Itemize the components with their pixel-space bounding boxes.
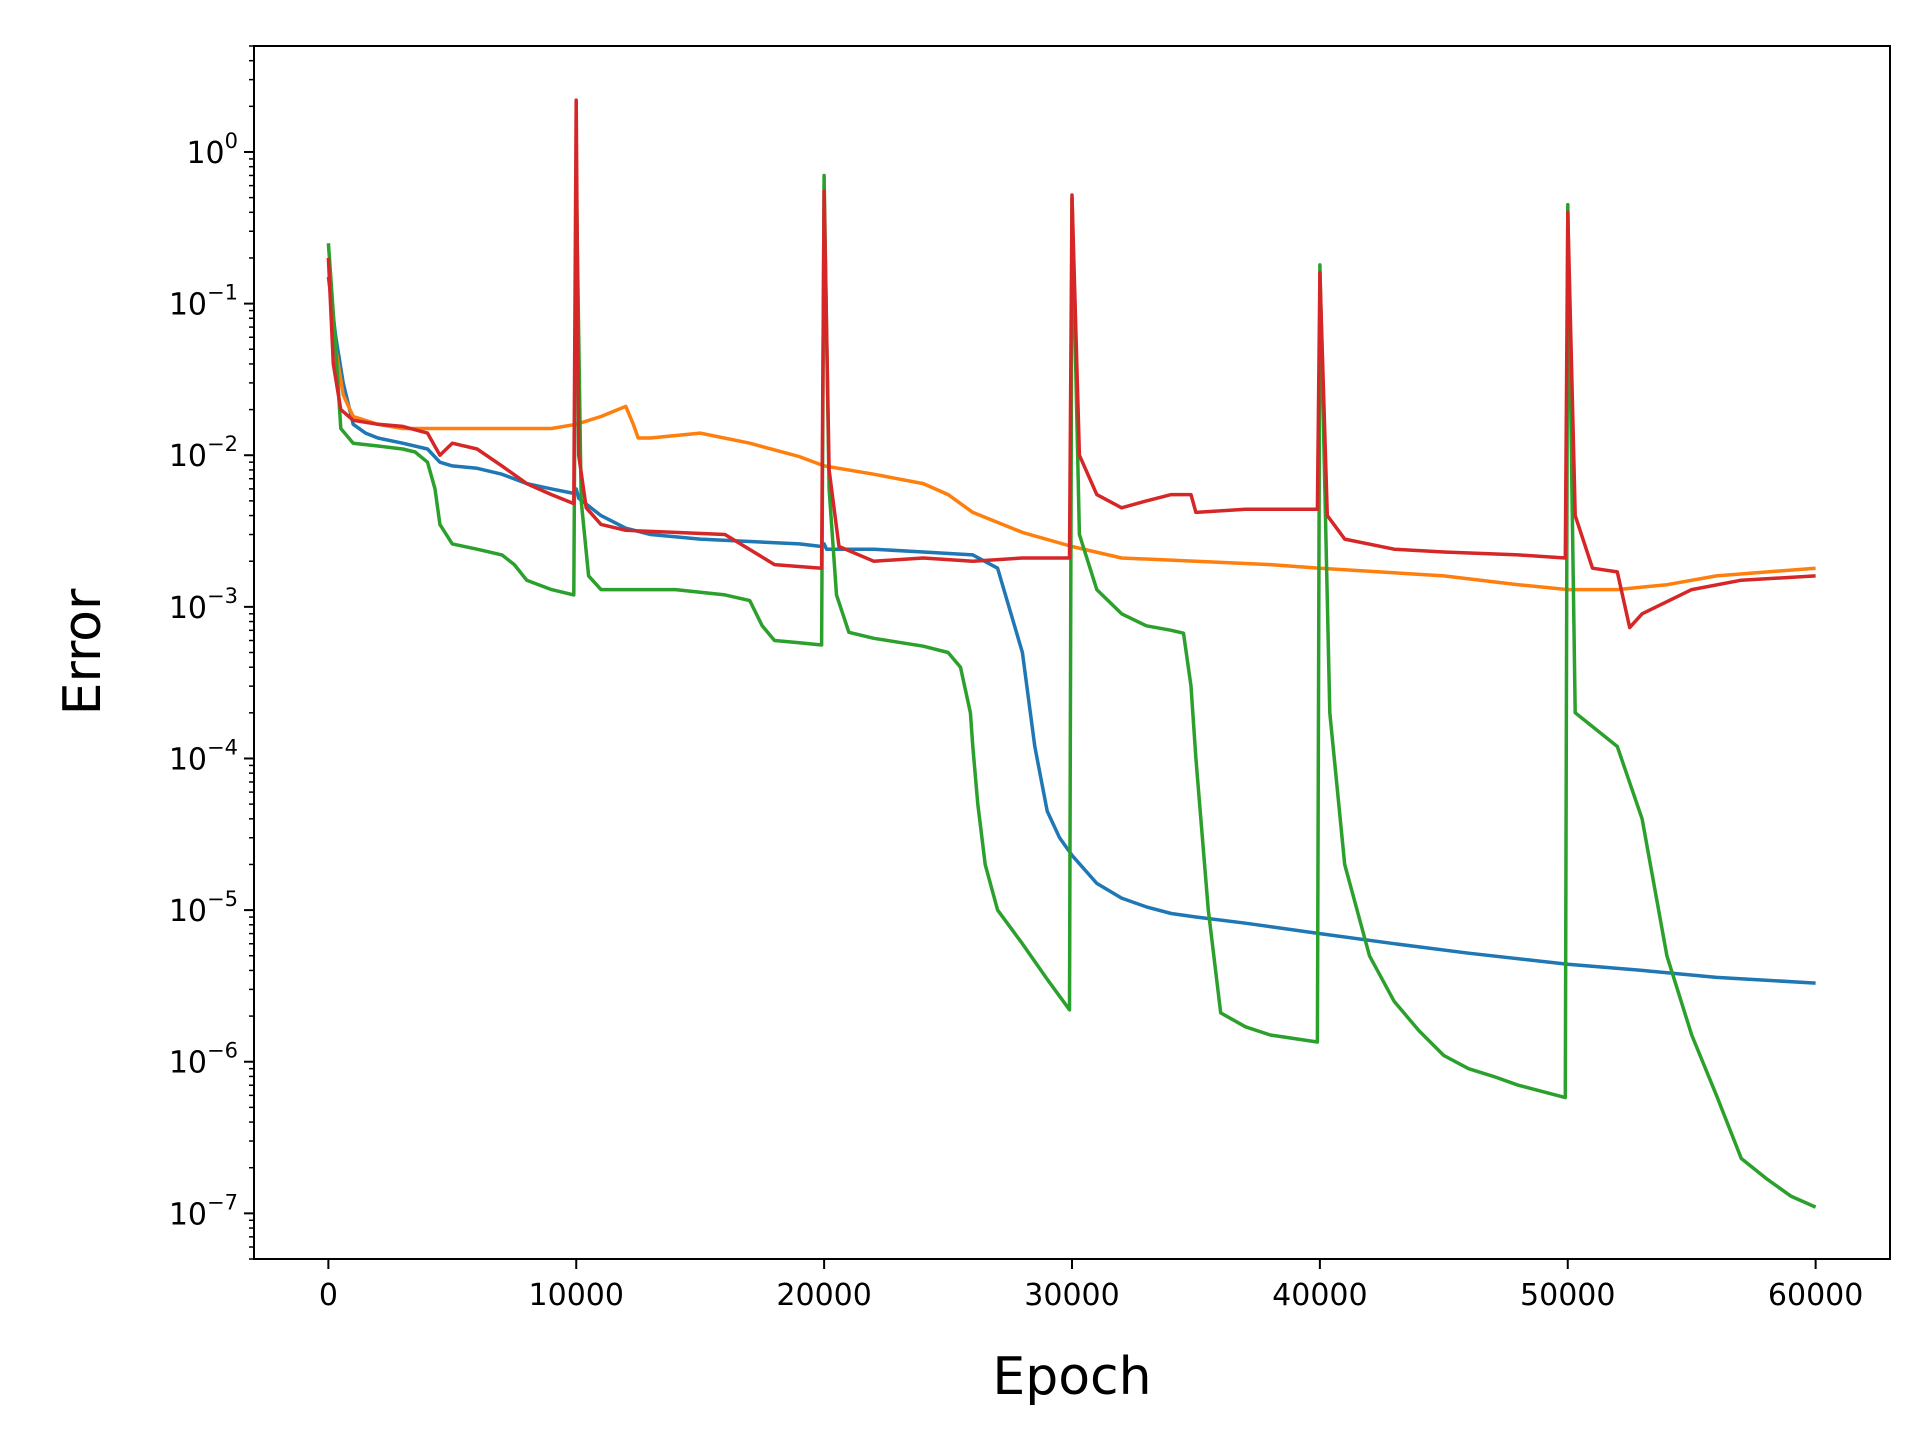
- y-tick-label: 10−3: [169, 584, 238, 626]
- x-axis-label: Epoch: [992, 1347, 1151, 1407]
- y-tick-label: 10−1: [169, 281, 238, 323]
- series-line-3: [326, 169, 1817, 1209]
- series-layer: [326, 98, 1817, 1209]
- x-axis-ticks: 0 10000 20000 30000 40000 50000 60000: [319, 1259, 1863, 1313]
- x-tick-label: 30000: [1024, 1278, 1119, 1313]
- x-tick-label: 50000: [1520, 1278, 1615, 1313]
- y-tick-label: 10−4: [169, 735, 238, 777]
- series-line-2: [326, 257, 1816, 592]
- y-axis-ticks: 10−7 10−6 10−5 10−4 10−3 10−2 10−1 100: [169, 45, 254, 1260]
- x-tick-label: 40000: [1272, 1278, 1367, 1313]
- x-tick-label: 10000: [529, 1278, 624, 1313]
- x-tick-label: 60000: [1768, 1278, 1863, 1313]
- x-tick-label: 0: [319, 1278, 338, 1313]
- x-tick-label: 20000: [776, 1278, 871, 1313]
- y-tick-label: 100: [186, 129, 238, 171]
- y-tick-label: 10−6: [169, 1039, 238, 1081]
- y-tick-label: 10−2: [169, 432, 238, 474]
- y-axis-label: Error: [53, 588, 113, 715]
- series-line-4: [326, 98, 1816, 630]
- y-tick-label: 10−5: [169, 887, 238, 929]
- y-tick-label: 10−7: [169, 1190, 238, 1232]
